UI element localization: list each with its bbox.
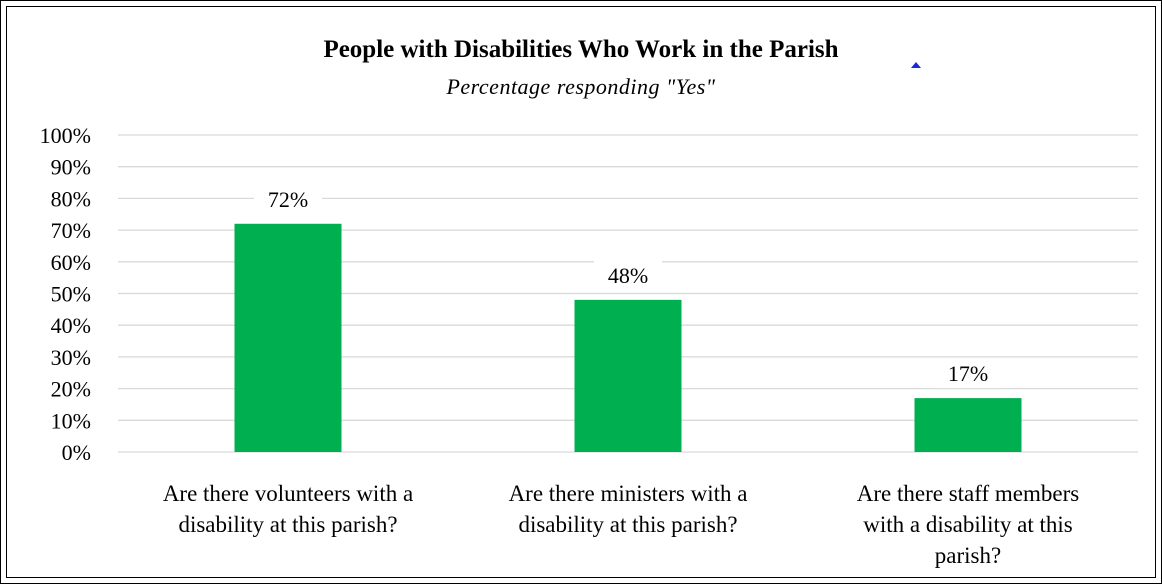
x-tick-label: disability at this parish? xyxy=(518,512,737,537)
y-tick-label: 20% xyxy=(51,377,91,402)
y-tick-label: 60% xyxy=(51,250,91,275)
bar xyxy=(914,398,1022,452)
x-tick-label: parish? xyxy=(935,543,1001,568)
data-labels: 72% 48% 17% xyxy=(254,183,1002,389)
x-tick-label: with a disability at this xyxy=(863,512,1073,537)
y-tick-label: 30% xyxy=(51,345,91,370)
data-label-background xyxy=(934,358,1002,389)
data-label: 48% xyxy=(608,263,648,288)
y-tick-label: 50% xyxy=(51,282,91,307)
x-tick-label: Are there ministers with a xyxy=(509,481,748,506)
y-tick-label: 0% xyxy=(62,440,91,465)
chart-title: People with Disabilities Who Work in the… xyxy=(323,36,839,63)
inner-frame xyxy=(6,6,1156,578)
data-label: 17% xyxy=(948,361,988,386)
bar xyxy=(234,223,342,452)
y-axis: 0% 10% 20% 30% 40% 50% 60% 70% 80% 90% 100% xyxy=(40,123,91,465)
y-tick-label: 90% xyxy=(51,155,91,180)
x-tick-label: disability at this parish? xyxy=(178,512,397,537)
x-axis: Are there volunteers with a disability at… xyxy=(163,481,1079,568)
bars xyxy=(234,223,1022,452)
data-label-background xyxy=(254,183,322,214)
data-label-background xyxy=(594,259,662,290)
x-tick-label: Are there volunteers with a xyxy=(163,481,413,506)
y-tick-label: 10% xyxy=(51,408,91,433)
bar xyxy=(574,299,682,452)
y-tick-label: 80% xyxy=(51,186,91,211)
x-tick-label: Are there staff members xyxy=(857,481,1080,506)
data-label: 72% xyxy=(268,187,308,212)
y-tick-label: 100% xyxy=(40,123,91,148)
chart-subtitle: Percentage responding "Yes" xyxy=(446,74,716,99)
y-tick-label: 40% xyxy=(51,313,91,338)
cursor-icon xyxy=(911,62,921,68)
y-tick-label: 70% xyxy=(51,218,91,243)
